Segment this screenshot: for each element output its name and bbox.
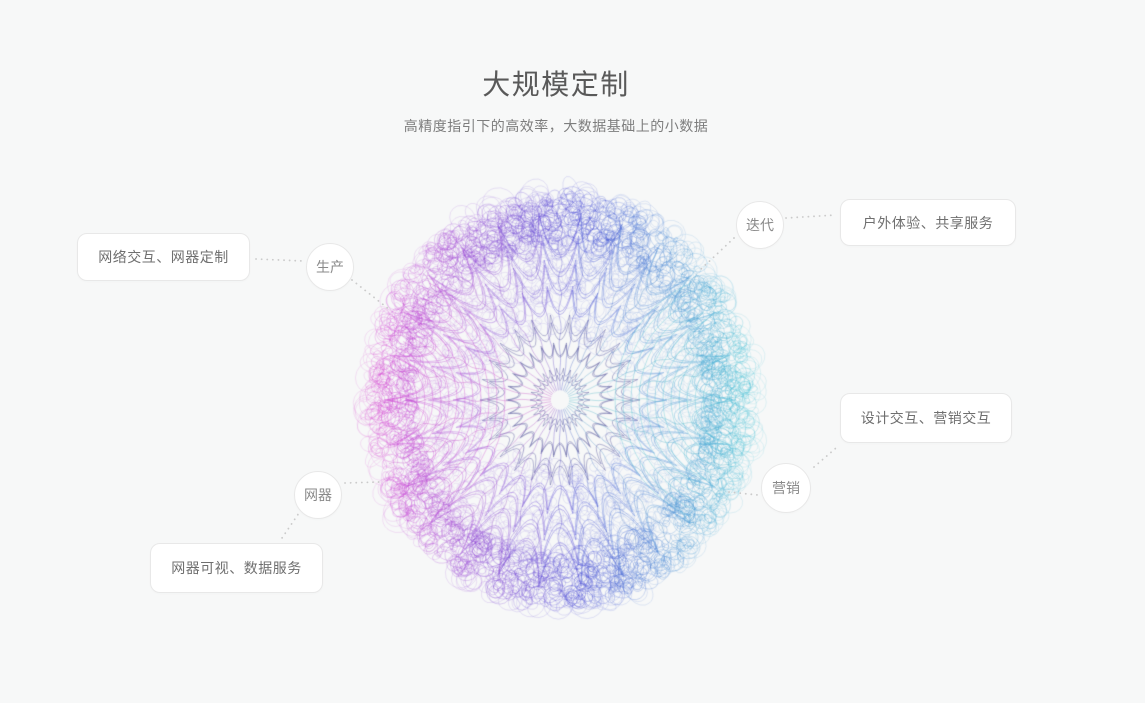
label-outdoor-experience: 户外体验、共享服务 — [840, 199, 1016, 246]
label-network-interaction: 网络交互、网器定制 — [77, 233, 250, 281]
label-outdoor-experience-text: 户外体验、共享服务 — [862, 214, 994, 231]
label-design-interaction-text: 设计交互、营销交互 — [860, 410, 992, 426]
label-network-interaction-text: 网络交互、网器定制 — [98, 249, 229, 265]
node-device: 网器 — [294, 471, 342, 519]
page-title: 大规模定制 — [482, 69, 630, 100]
node-marketing: 营销 — [761, 463, 811, 513]
node-marketing-label: 营销 — [772, 480, 800, 496]
label-device-visualization-text: 网器可视、数据服务 — [171, 560, 302, 576]
page-subtitle: 高精度指引下的高效率，大数据基础上的小数据 — [403, 118, 709, 134]
node-production-label: 生产 — [316, 259, 344, 275]
node-iteration: 迭代 — [736, 201, 784, 249]
node-iteration-label: 迭代 — [746, 217, 774, 233]
node-device-label: 网器 — [304, 487, 332, 503]
label-device-visualization: 网器可视、数据服务 — [150, 543, 323, 593]
label-design-interaction: 设计交互、营销交互 — [840, 393, 1012, 443]
node-production: 生产 — [306, 243, 354, 291]
